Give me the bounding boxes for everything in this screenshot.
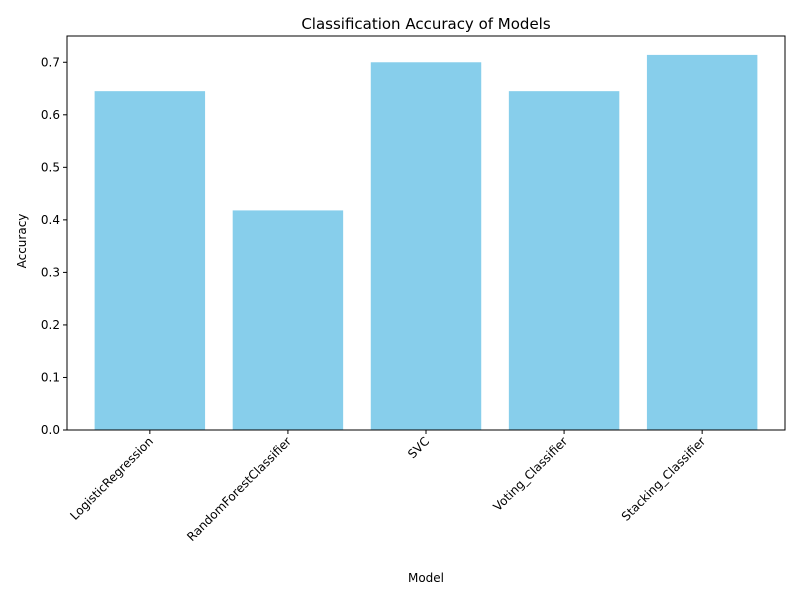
y-tick-label: 0.4 (41, 213, 60, 227)
y-tick-label: 0.5 (41, 160, 60, 174)
bar-svc (370, 62, 482, 431)
bar-voting-classifier (508, 91, 620, 430)
bar-logisticregression (94, 91, 206, 430)
bar-stacking-classifier (646, 54, 758, 430)
bars-group (94, 54, 758, 431)
y-tick-label: 0.1 (41, 370, 60, 384)
y-axis-label: Accuracy (15, 214, 29, 269)
chart-title: Classification Accuracy of Models (301, 15, 551, 33)
plot-area-frame (66, 35, 786, 431)
y-ticks-group: 0.0 0.1 0.2 0.3 0.4 0.5 0.6 0.7 (41, 55, 67, 437)
y-tick-label: 0.6 (41, 108, 60, 122)
y-tick-label: 0.0 (41, 423, 60, 437)
y-tick-label: 0.2 (41, 318, 60, 332)
bar-randomforestclassifier (232, 210, 344, 430)
x-axis-label: Model (408, 571, 444, 585)
y-tick-label: 0.3 (41, 265, 60, 279)
y-tick-label: 0.7 (41, 55, 60, 69)
